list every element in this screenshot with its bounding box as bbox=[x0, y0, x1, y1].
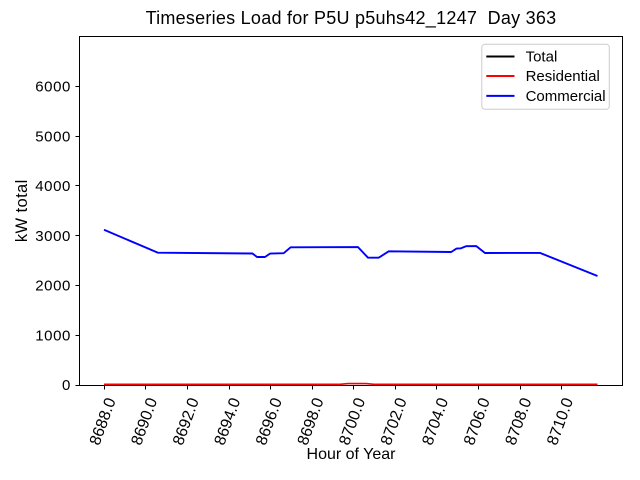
svg-text:4000: 4000 bbox=[35, 178, 71, 195]
svg-text:8704.0: 8704.0 bbox=[420, 396, 453, 448]
svg-text:6000: 6000 bbox=[35, 79, 71, 96]
svg-text:8694.0: 8694.0 bbox=[212, 396, 245, 448]
svg-text:8690.0: 8690.0 bbox=[129, 396, 162, 448]
svg-text:8692.0: 8692.0 bbox=[170, 396, 203, 448]
svg-text:8706.0: 8706.0 bbox=[461, 396, 494, 448]
svg-text:8702.0: 8702.0 bbox=[378, 396, 411, 448]
svg-text:8708.0: 8708.0 bbox=[503, 396, 536, 448]
svg-text:3000: 3000 bbox=[35, 228, 71, 245]
svg-text:8700.0: 8700.0 bbox=[336, 396, 369, 448]
svg-text:5000: 5000 bbox=[35, 128, 71, 145]
svg-text:8688.0: 8688.0 bbox=[87, 396, 120, 448]
svg-text:Total: Total bbox=[526, 49, 558, 66]
svg-text:2000: 2000 bbox=[35, 278, 71, 295]
svg-text:0: 0 bbox=[62, 377, 71, 394]
svg-text:8696.0: 8696.0 bbox=[253, 396, 286, 448]
svg-text:8698.0: 8698.0 bbox=[295, 396, 328, 448]
svg-text:8710.0: 8710.0 bbox=[544, 396, 577, 448]
svg-text:1000: 1000 bbox=[35, 327, 71, 344]
svg-text:kW total: kW total bbox=[13, 179, 31, 242]
svg-text:Commercial: Commercial bbox=[526, 88, 606, 105]
svg-text:Hour of Year: Hour of Year bbox=[307, 446, 397, 463]
svg-text:Timeseries Load for P5U p5uhs4: Timeseries Load for P5U p5uhs42_1247 Day… bbox=[146, 8, 557, 29]
svg-text:Residential: Residential bbox=[526, 68, 600, 85]
